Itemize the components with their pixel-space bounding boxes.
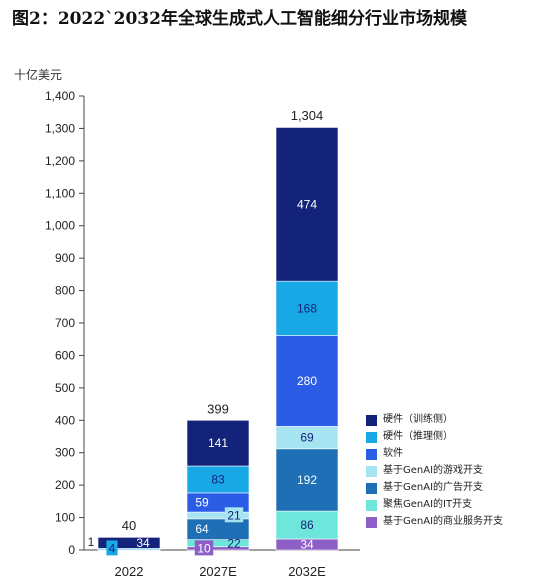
total-label: 1,304	[291, 108, 324, 123]
legend-label: 软件	[383, 448, 403, 459]
legend-swatch	[366, 500, 377, 511]
legend-label: 基于GenAI的商业服务开支	[383, 516, 504, 527]
bar-segment	[275, 127, 339, 282]
y-tick-label: 100	[55, 511, 75, 525]
y-tick-label: 1,200	[45, 154, 75, 168]
data-label-bg	[224, 507, 244, 523]
y-tick-label: 800	[55, 284, 75, 298]
data-label: 22	[227, 537, 241, 551]
y-tick-label: 300	[55, 446, 75, 460]
bars-layer	[97, 127, 339, 551]
bar-segment	[275, 510, 339, 540]
y-tick-label: 1,000	[45, 219, 75, 233]
bar-segment	[97, 537, 161, 549]
y-tick-label: 1,100	[45, 186, 75, 200]
legend-label: 硬件（训练侧）	[383, 414, 453, 425]
legend-label: 硬件（推理侧）	[383, 431, 453, 442]
y-tick-label: 500	[55, 381, 75, 395]
legend-item: 基于GenAI的商业服务开支	[366, 515, 552, 528]
data-label: 64	[195, 522, 209, 536]
legend-swatch	[366, 517, 377, 528]
y-tick-label: 0	[68, 543, 75, 557]
bar-segment	[275, 335, 339, 427]
legend-swatch	[366, 483, 377, 494]
data-label: 34	[300, 537, 314, 551]
legend-swatch	[366, 432, 377, 443]
data-label: 34	[136, 536, 150, 550]
y-tick-label: 700	[55, 316, 75, 330]
legend-label: 聚焦GenAI的IT开支	[383, 499, 473, 510]
y-tick-label: 200	[55, 478, 75, 492]
legend-item: 硬件（训练侧）	[366, 413, 552, 426]
x-tick-label: 2022	[115, 564, 144, 579]
data-label: 86	[300, 518, 314, 532]
chart-title: 图2：2022`2032年全球生成式人工智能细分行业市场规模	[12, 9, 467, 29]
data-label: 1	[88, 535, 95, 549]
data-label: 83	[211, 472, 225, 486]
data-label-bg	[194, 540, 214, 556]
data-label: 69	[300, 431, 314, 445]
data-label: 10	[197, 541, 211, 555]
bar-segment	[275, 280, 339, 336]
bar-segment	[186, 419, 250, 467]
data-label: 21	[227, 508, 241, 522]
y-tick-label: 1,300	[45, 121, 75, 135]
data-label: 168	[297, 301, 317, 315]
data-label: 474	[297, 197, 317, 211]
total-label: 399	[207, 402, 229, 417]
y-tick-label: 400	[55, 413, 75, 427]
legend-item: 基于GenAI的广告开支	[366, 481, 552, 494]
legend-swatch	[366, 466, 377, 477]
y-tick-label: 900	[55, 251, 75, 265]
legend-item: 基于GenAI的游戏开支	[366, 464, 552, 477]
legend-item: 硬件（推理侧）	[366, 430, 552, 443]
data-label: 280	[297, 374, 317, 388]
bar-segment	[186, 465, 250, 494]
y-tick-label: 600	[55, 348, 75, 362]
y-tick-label: 1,400	[45, 89, 75, 103]
y-unit-label: 十亿美元	[14, 68, 63, 82]
x-tick-label: 2032E	[288, 564, 326, 579]
legend-label: 基于GenAI的游戏开支	[383, 465, 484, 476]
data-label: 4	[109, 541, 116, 555]
legend-label: 基于GenAI的广告开支	[383, 482, 484, 493]
legend: 硬件（训练侧） 硬件（推理侧） 软件基于GenAI的游戏开支 基于GenAI的广告开支…	[366, 413, 552, 532]
data-label-bg	[106, 540, 118, 556]
data-label: 192	[297, 473, 317, 487]
legend-item: 软件	[366, 447, 552, 460]
data-label: 141	[208, 436, 228, 450]
x-tick-label: 2027E	[199, 564, 237, 579]
legend-item: 聚焦GenAI的IT开支	[366, 498, 552, 511]
legend-swatch	[366, 415, 377, 426]
total-label: 40	[122, 518, 136, 533]
data-label: 59	[195, 495, 209, 509]
legend-swatch	[366, 449, 377, 460]
